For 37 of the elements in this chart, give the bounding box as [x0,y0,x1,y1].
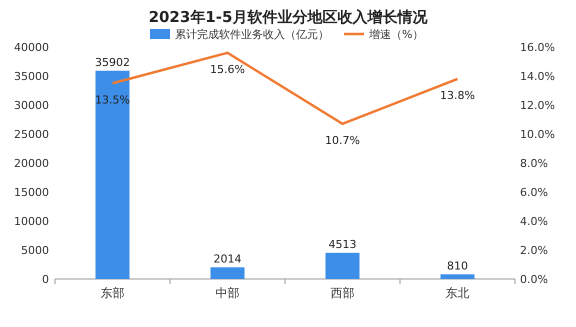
y-tick-label: 30000 [14,99,49,112]
x-tick-label: 东部 [100,286,124,300]
x-tick-label: 东北 [446,286,470,300]
y2-tick-label: 2.0% [520,244,548,257]
y-tick-label: 10000 [14,215,49,228]
data-label: 13.5% [95,93,130,106]
y-tick-label: 20000 [14,157,49,170]
data-label: 4513 [328,238,356,251]
data-label: 2014 [214,252,242,266]
bar [210,267,244,279]
bar [96,70,130,279]
y2-tick-label: 4.0% [520,215,548,228]
data-label: 13.8% [440,88,475,102]
bar [326,252,360,279]
chart-title: 2023年1-5月软件业分地区收入增长情况 [148,8,428,26]
x-tick-label: 中部 [216,286,240,300]
y2-tick-label: 6.0% [520,186,548,199]
y2-tick-label: 12.0% [520,99,555,112]
data-label: 35902 [95,56,130,69]
legend-label: 累计完成软件业务收入（亿元） [175,28,329,41]
data-label: 10.7% [325,134,360,147]
y2-tick-label: 16.0% [520,41,555,54]
bar [440,274,474,279]
y-tick-label: 40000 [14,41,49,54]
y-tick-label: 5000 [21,244,49,257]
y-tick-label: 15000 [14,186,49,199]
y-tick-label: 25000 [14,128,49,141]
y2-tick-label: 8.0% [520,157,548,170]
legend-label: 增速（%） [368,28,424,41]
data-label: 810 [447,259,468,272]
data-label: 15.6% [210,62,245,76]
y2-tick-label: 0.0% [520,273,548,286]
y2-tick-label: 14.0% [520,70,555,83]
y-tick-label: 35000 [14,70,49,83]
x-tick-label: 西部 [330,286,354,300]
y-tick-label: 0 [42,273,49,286]
y2-tick-label: 10.0% [520,128,555,141]
